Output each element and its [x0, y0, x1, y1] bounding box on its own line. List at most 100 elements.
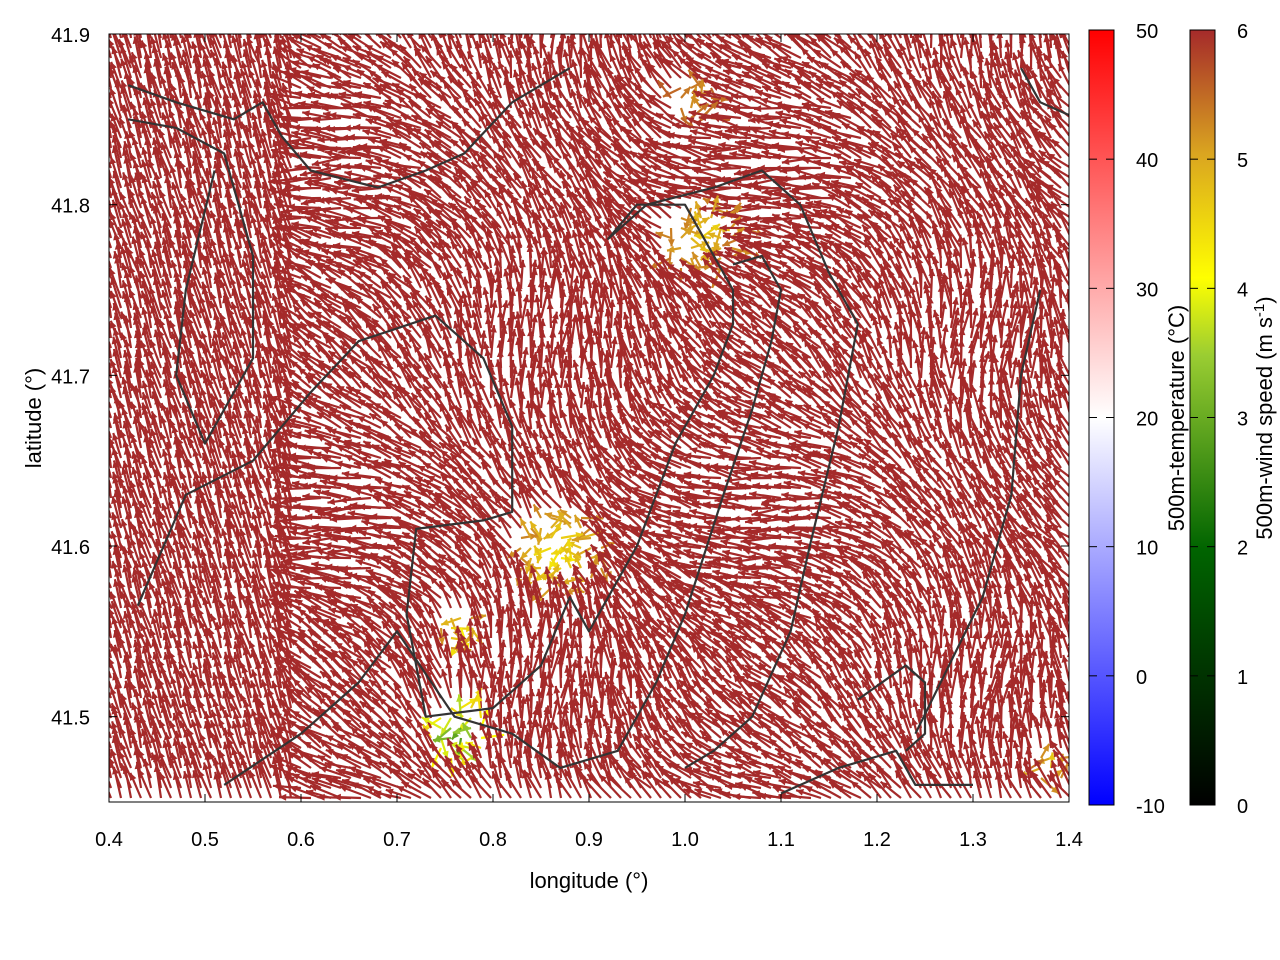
wind-arrow-head [307, 56, 316, 63]
wind-arrow-head [170, 83, 177, 92]
wind-arrow-head [834, 72, 843, 80]
wind-arrow-head [693, 90, 702, 98]
wind-arrow-head [609, 84, 616, 93]
wind-arrow-head [304, 76, 313, 83]
wind-arrow-head [630, 8, 637, 16]
wind-arrow-head [1030, 42, 1037, 51]
wind-arrow-head [100, 238, 107, 246]
wind-arrow-head [529, 36, 536, 45]
wind-arrow-shaft [515, 34, 523, 59]
wind-arrow-head [720, 44, 729, 51]
wind-arrow-head [583, 66, 590, 75]
wind-arrow-head [1043, 63, 1051, 72]
wind-arrow-head [872, 82, 880, 91]
wind-arrow-head [481, 35, 489, 44]
wind-arrow-head [492, 92, 500, 101]
wind-arrow-head [530, 78, 538, 86]
wind-arrow-head [686, 43, 695, 51]
wind-arrow-head [491, 22, 498, 30]
wind-arrow-shaft [949, 34, 953, 39]
wind-arrow-head [984, 58, 991, 66]
wind-arrow-head [246, 37, 254, 46]
wind-arrow-head [1060, 34, 1067, 39]
wind-arrow-head [949, 73, 956, 82]
wind-arrow-head [1049, 7, 1056, 14]
wind-arrow-shaft [823, 34, 832, 39]
wind-arrow-head [305, 27, 313, 34]
wind-arrow-head [253, 12, 260, 20]
wind-arrow-head [651, 20, 658, 28]
wind-arrow-head [964, 6, 971, 14]
wind-arrow-head [354, 91, 363, 98]
wind-arrow-head [231, 92, 239, 101]
wind-arrow-head [178, 76, 186, 85]
wind-arrow-head [478, 34, 486, 38]
wind-arrow-head [109, 257, 110, 259]
wind-arrow-head [816, 78, 825, 85]
wind-arrow-shaft [559, 34, 564, 49]
wind-arrow-shaft [334, 34, 352, 49]
wind-arrow-shaft [999, 34, 1003, 39]
wind-arrow-head [192, 55, 199, 64]
wind-arrow-head [193, 17, 200, 25]
wind-arrow-head [100, 40, 106, 48]
wind-arrow-head [150, 98, 157, 107]
wind-arrow-head [627, 65, 635, 74]
wind-arrow-head [399, 145, 408, 153]
wind-arrow-head [624, 49, 632, 58]
wind-arrow-head [578, 21, 585, 28]
wind-arrow-head [517, 77, 525, 86]
wind-arrow-head [760, 97, 769, 105]
wind-arrow-head [671, 50, 680, 58]
wind-arrow-head [519, 11, 526, 19]
wind-arrow-head [133, 87, 141, 96]
wind-arrow-shaft [1038, 34, 1043, 49]
wind-arrow-shaft [146, 34, 153, 59]
wind-arrow-head [772, 17, 779, 25]
wind-arrow-head [101, 196, 108, 204]
wind-arrow-head [940, 75, 948, 84]
wind-arrow-head [628, 34, 637, 42]
wind-arrow-head [139, 9, 145, 17]
wind-arrow-head [171, 34, 178, 41]
wind-arrow-head [570, 89, 578, 98]
wind-arrow-head [1052, 77, 1060, 85]
wind-arrow-head [291, 34, 300, 41]
wind-arrow-head [700, 77, 709, 84]
wind-arrow-head [119, 46, 127, 55]
wind-arrow-shaft [363, 34, 382, 49]
wind-arrow-head [301, 69, 309, 77]
wind-arrow-head [224, 50, 232, 59]
wind-arrow-head [733, 194, 741, 202]
wind-arrow-shaft [478, 34, 483, 49]
wind-arrow-head [910, 24, 916, 32]
wind-arrow-head [744, 95, 753, 103]
wind-arrow-shaft [153, 34, 163, 59]
wind-arrow-head [132, 36, 140, 45]
wind-arrow-head [740, 34, 748, 39]
wind-arrow-head [364, 19, 371, 27]
wind-arrow-head [464, 10, 471, 18]
wind-arrow-head [499, 40, 506, 49]
wind-arrow-head [692, 74, 701, 81]
wind-arrow-head [488, 67, 495, 76]
wind-arrow-head [321, 91, 330, 99]
wind-arrow-head [962, 67, 970, 76]
wind-arrow-head [164, 12, 171, 20]
wind-arrow-head [163, 66, 171, 75]
wind-arrow-head [511, 8, 518, 16]
wind-arrow-head [847, 77, 856, 85]
wind-arrow-head [123, 71, 131, 80]
wind-arrow-head [143, 51, 151, 60]
wind-arrow-head [338, 91, 347, 99]
wind-arrow-head [996, 34, 1004, 39]
wind-arrow-head [380, 14, 387, 22]
wind-arrow-head [178, 19, 184, 27]
wind-arrow-head [607, 68, 614, 77]
wind-arrow-head [281, 82, 289, 91]
wind-arrow-head [240, 9, 247, 17]
wind-arrow-head [1061, 13, 1067, 21]
wind-arrow-head [447, 76, 456, 84]
wind-arrow-head [118, 39, 125, 48]
wind-arrow-head [777, 103, 786, 111]
